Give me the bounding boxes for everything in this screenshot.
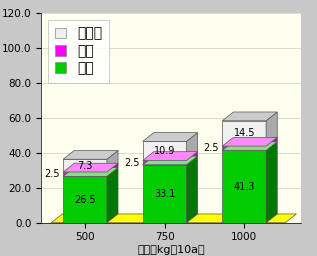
Polygon shape [186,133,198,161]
Polygon shape [63,163,118,172]
Text: 2.5: 2.5 [124,158,139,168]
Polygon shape [63,168,118,176]
Polygon shape [266,112,277,146]
Polygon shape [186,152,198,165]
Polygon shape [63,172,107,176]
Polygon shape [266,142,277,223]
Text: 7.3: 7.3 [77,161,93,170]
Polygon shape [186,156,198,223]
Polygon shape [222,121,266,146]
Polygon shape [63,159,107,172]
Polygon shape [222,137,277,146]
Text: 10.9: 10.9 [154,146,175,156]
Text: 14.5: 14.5 [234,129,255,138]
Polygon shape [63,176,107,223]
X-axis label: 収量（kg／10a）: 収量（kg／10a） [137,245,205,255]
Polygon shape [222,151,266,223]
Polygon shape [143,165,186,223]
Text: 2.5: 2.5 [44,169,60,179]
Polygon shape [222,142,277,151]
Polygon shape [143,161,186,165]
Polygon shape [63,151,118,159]
Polygon shape [143,141,186,161]
Polygon shape [107,163,118,176]
Polygon shape [107,151,118,172]
Text: 41.3: 41.3 [234,182,255,191]
Polygon shape [107,168,118,223]
Text: 33.1: 33.1 [154,189,175,199]
Text: 26.5: 26.5 [74,195,96,205]
Legend: 袋交換, 旋回, 摘採: 袋交換, 旋回, 摘採 [48,20,109,83]
Polygon shape [143,133,198,141]
Polygon shape [143,156,198,165]
Polygon shape [222,146,266,151]
Polygon shape [51,214,296,223]
Polygon shape [143,152,198,161]
Polygon shape [222,112,277,121]
Polygon shape [266,137,277,151]
Text: 2.5: 2.5 [204,143,219,153]
